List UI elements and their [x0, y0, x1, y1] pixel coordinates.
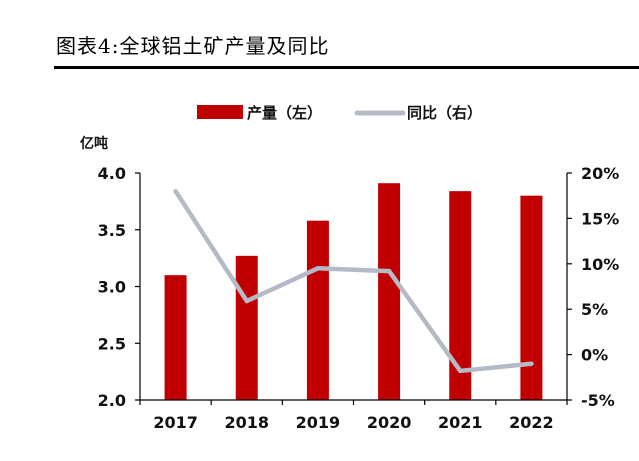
left-tick-label: 3.5	[98, 221, 126, 240]
chart-title: 图表4:全球铝土矿产量及同比	[56, 34, 330, 58]
legend-bar-label: 产量（左）	[247, 104, 322, 122]
x-tick-label: 2021	[438, 413, 483, 432]
plot-area: 2.0 2.5 3.0 3.5 4.0 -5% 0% 5% 10% 15% 20% 2017 2018 2…	[98, 164, 620, 432]
right-tick-label: -5%	[581, 391, 615, 410]
title-underline	[54, 66, 639, 69]
yoy-point-2020	[386, 268, 392, 274]
yoy-point-2022	[529, 361, 534, 366]
right-tick-label: 10%	[581, 255, 619, 274]
yoy-point-2021	[458, 368, 463, 374]
right-tick-label: 15%	[581, 209, 619, 228]
x-tick-label: 2020	[367, 413, 412, 432]
bar-2020	[378, 183, 401, 400]
x-tick-label: 2019	[296, 413, 341, 432]
x-tick-label: 2017	[153, 413, 198, 432]
yoy-line	[173, 188, 534, 374]
right-tick-label: 0%	[581, 346, 608, 365]
right-tick-label: 20%	[581, 164, 619, 183]
left-tick-label: 4.0	[98, 164, 126, 183]
x-tick-label: 2018	[224, 413, 269, 432]
bar-2021	[449, 191, 472, 400]
yoy-point-2019	[315, 266, 321, 271]
left-tick-label: 2.0	[98, 391, 126, 410]
left-tick-label: 3.0	[98, 278, 126, 297]
yoy-point-2018	[244, 298, 249, 304]
bar-2019	[306, 220, 329, 400]
legend-line-label: 同比（右）	[407, 104, 482, 122]
legend-bar-swatch	[197, 105, 243, 119]
bar-2017	[164, 275, 187, 400]
bar-2022	[520, 195, 543, 400]
left-axis-unit: 亿吨	[80, 135, 108, 152]
yoy-point-2017	[173, 188, 178, 194]
left-tick-label: 2.5	[98, 334, 126, 353]
legend: 产量（左） 同比（右）	[197, 104, 482, 122]
right-tick-label: 5%	[581, 300, 608, 319]
bar-2018	[235, 255, 258, 400]
x-tick-label: 2022	[509, 413, 554, 432]
